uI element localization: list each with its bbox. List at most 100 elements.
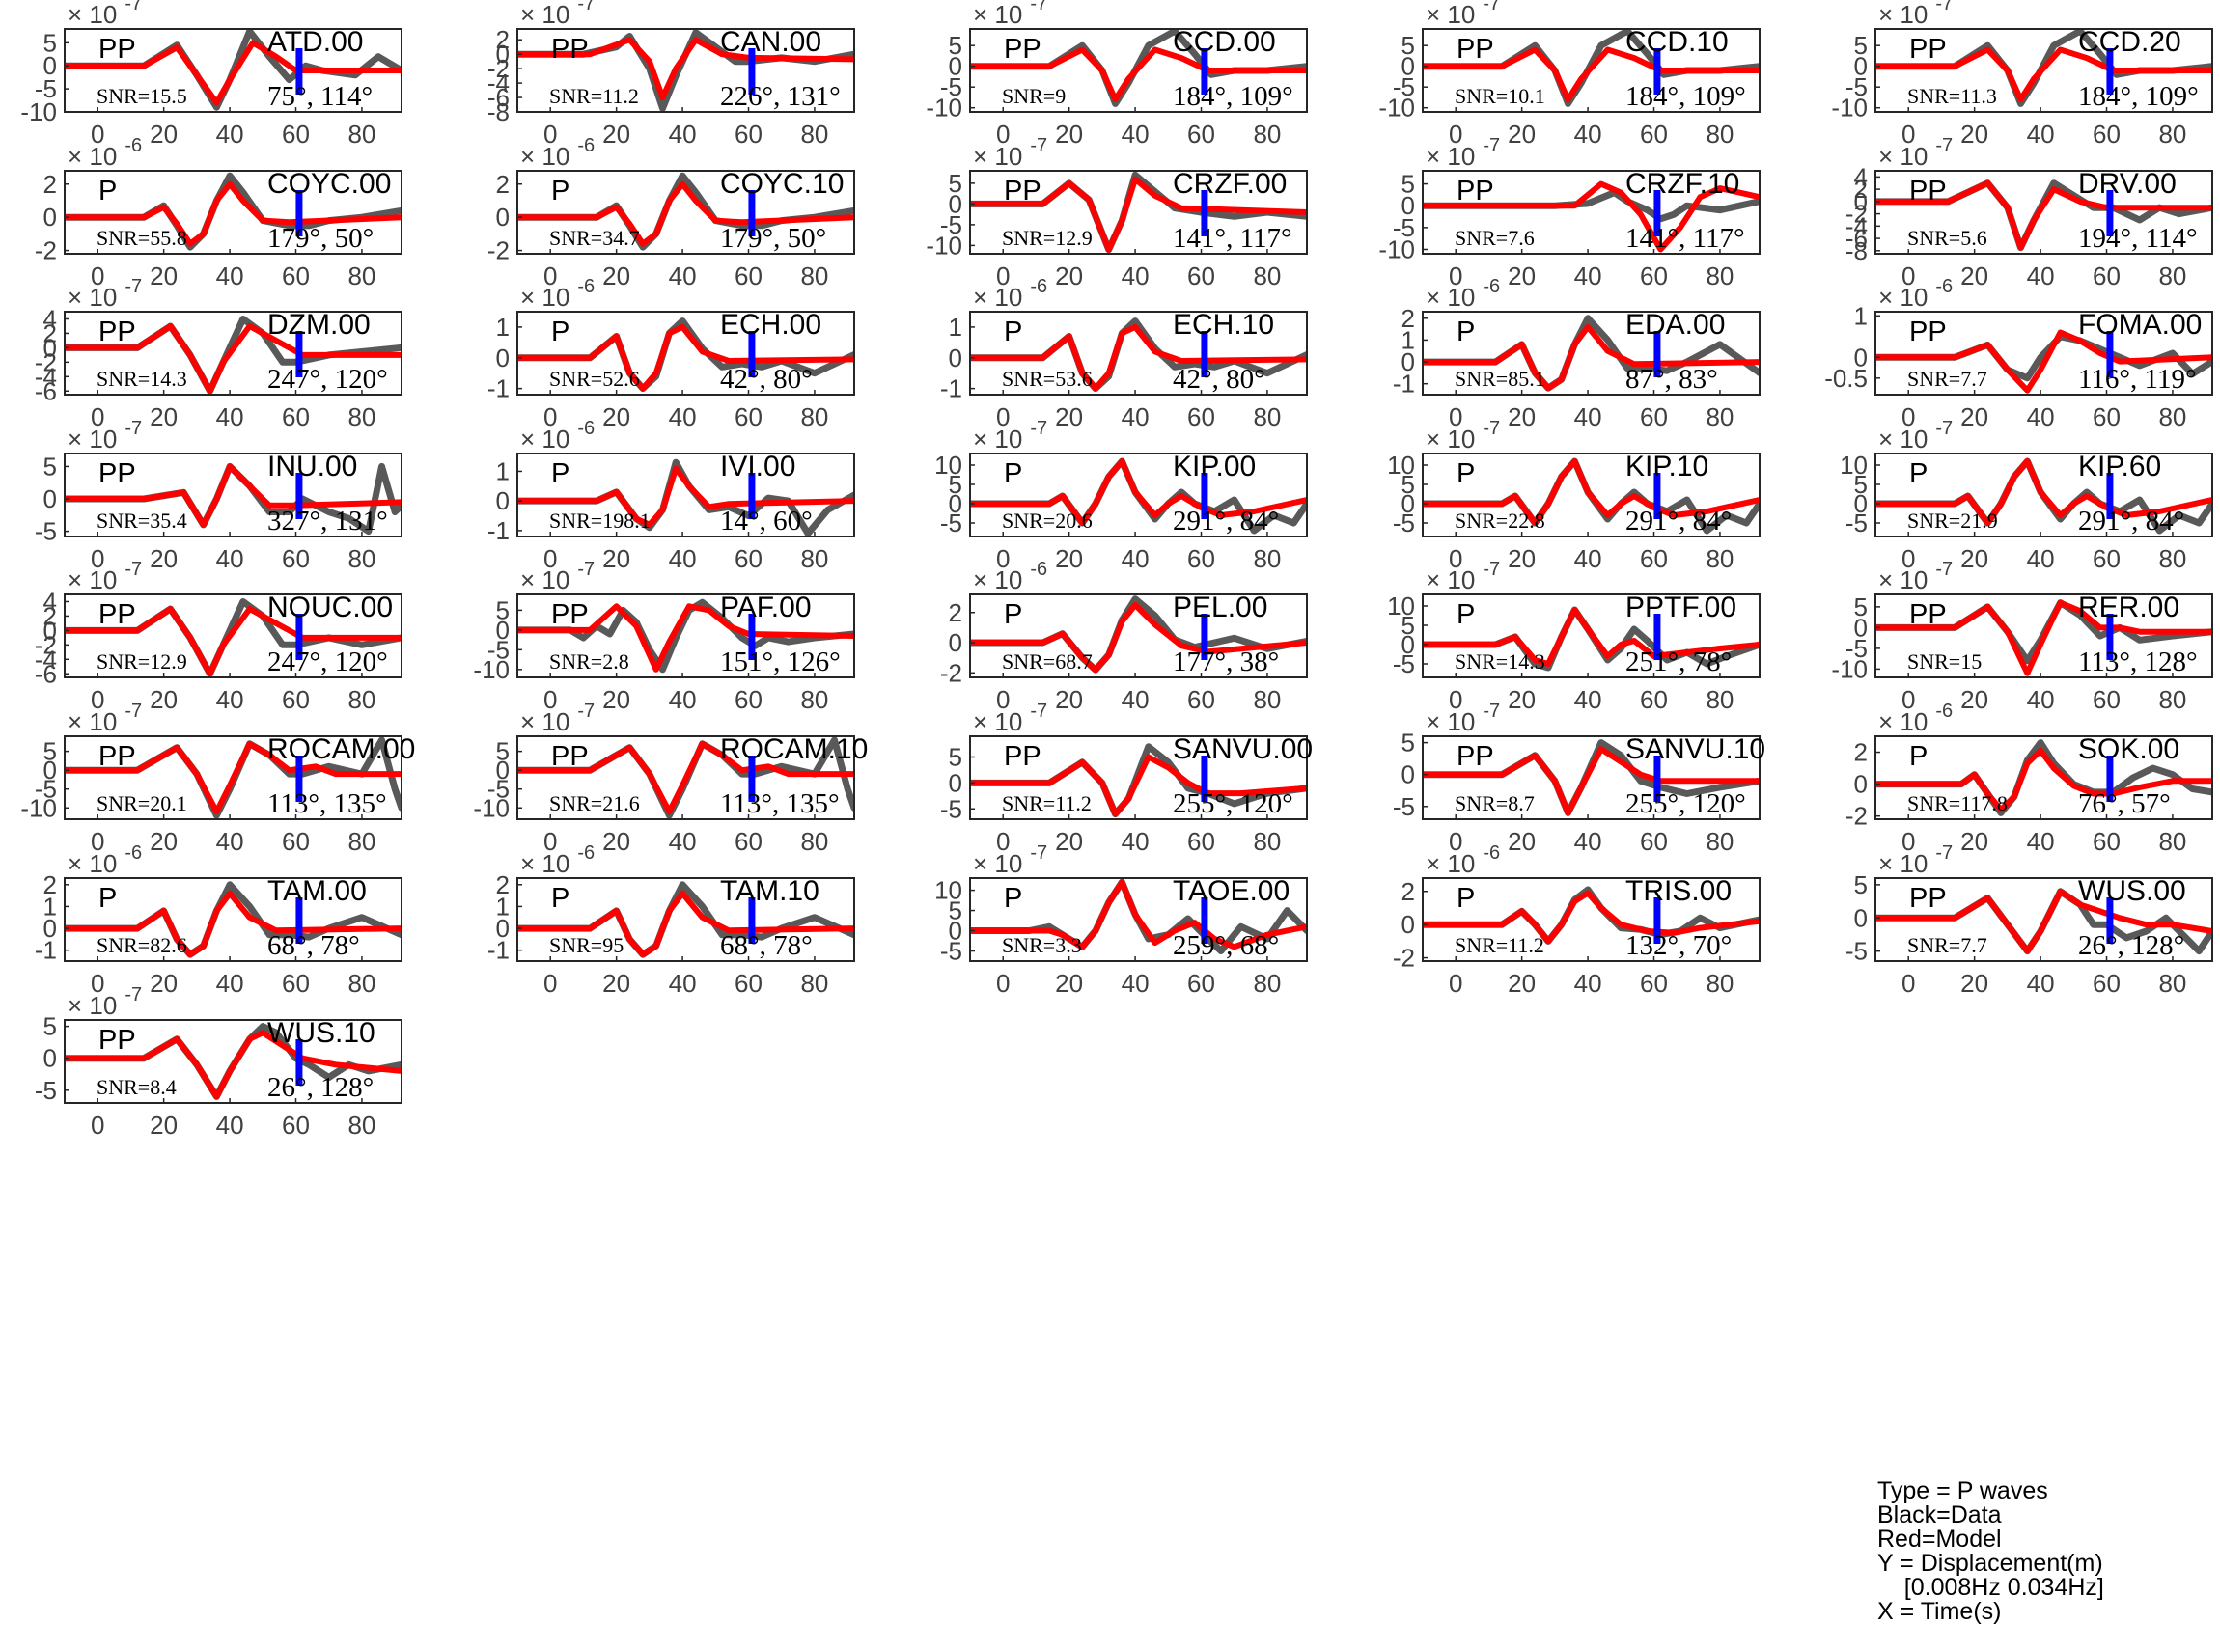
y-tick-label: 0	[1854, 903, 1868, 932]
exponent-base: × 10	[973, 565, 1022, 594]
x-tick-label: 80	[800, 827, 828, 856]
model-trace-line	[1423, 46, 1760, 103]
angles-label: 113°, 135°	[720, 788, 840, 819]
y-tick-label: -5	[940, 210, 962, 239]
x-tick-label: 40	[669, 685, 697, 714]
y-tick-label: -2	[487, 54, 510, 83]
phase-label: PP	[1457, 34, 1494, 65]
exponent-power: -7	[1030, 135, 1047, 156]
angles-label: 26°, 128°	[2078, 930, 2184, 961]
trace-group	[1875, 179, 2212, 252]
exponent-power: -7	[1483, 701, 1500, 722]
x-tick-label: 60	[735, 827, 763, 856]
x-tick-label: 80	[1706, 262, 1734, 290]
x-tick-label: 20	[602, 969, 630, 998]
x-tick-label: 60	[1640, 262, 1668, 290]
exponent-label: × 10 -7	[1426, 135, 1500, 171]
station-label: FOMA.00	[2078, 309, 2202, 341]
angles-label: 291°, 84°	[1173, 506, 1279, 537]
x-tick-label: 0	[91, 685, 104, 714]
snr-label: SNR=7.6	[1455, 226, 1535, 250]
angles-label: 42°, 80°	[1173, 364, 1265, 395]
y-tick-label: -4	[35, 645, 57, 674]
model-trace-line	[517, 740, 854, 815]
x-tick-label: 40	[669, 402, 697, 431]
x-tick-label: 60	[2093, 685, 2121, 714]
model-trace-line	[65, 606, 402, 677]
x-tick-label: 60	[735, 120, 763, 149]
x-tick-label: 20	[1960, 827, 1988, 856]
x-tick-label: 60	[1187, 544, 1215, 573]
exponent-power: -7	[125, 418, 142, 439]
angles-label: 76°, 57°	[2078, 788, 2171, 819]
y-tick-label: 5	[949, 169, 962, 198]
y-tick-label: 0	[496, 203, 510, 232]
x-tick-label: 60	[1640, 544, 1668, 573]
y-tick-label: -5	[940, 72, 962, 101]
trace-group	[1423, 180, 1760, 253]
x-tick-label: 0	[1901, 544, 1915, 573]
trace-group	[517, 736, 854, 819]
x-tick-label: 60	[1640, 827, 1668, 856]
y-tick-label: 0	[1401, 910, 1415, 939]
exponent-base: × 10	[1878, 425, 1928, 454]
trace-group	[970, 743, 1307, 818]
x-tick-label: 40	[2027, 827, 2055, 856]
exponent-label: × 10 -7	[520, 559, 595, 594]
y-tick-label: -2	[35, 236, 57, 265]
waveform-panel: 50-5-100 20 40 60 80× 10 -7PP ROCAM.10SNR=21.6…	[473, 701, 868, 856]
x-tick-label: 20	[1508, 544, 1536, 573]
angles-label: 75°, 114°	[267, 81, 373, 112]
snr-label: SNR=117.8	[1907, 791, 2008, 815]
x-tick-label: 60	[2093, 120, 2121, 149]
x-tick-label: 40	[1122, 827, 1150, 856]
x-tick-label: 60	[1187, 262, 1215, 290]
trace-group	[65, 29, 402, 111]
exponent-power: -6	[125, 842, 142, 864]
phase-label: P	[1457, 599, 1475, 630]
y-tick-label: -10	[20, 97, 57, 126]
exponent-label: × 10 -6	[68, 135, 142, 171]
x-tick-label: 60	[1187, 402, 1215, 431]
y-tick-label: 5	[496, 595, 510, 624]
phase-label: PP	[1909, 599, 1947, 630]
snr-label: SNR=11.2	[549, 84, 639, 108]
station-label: SOK.00	[2078, 733, 2179, 765]
model-trace-line	[1423, 323, 1760, 392]
x-tick-label: 80	[347, 1111, 375, 1140]
x-tick-label: 60	[2093, 827, 2121, 856]
y-tick-label: 0	[496, 756, 510, 785]
model-trace-line	[970, 458, 1307, 526]
trace-group	[1423, 739, 1760, 816]
y-tick-label: 5	[496, 737, 510, 766]
panel-frame	[516, 877, 855, 962]
x-tick-label: 60	[2093, 544, 2121, 573]
y-tick-label: 0	[43, 51, 57, 80]
exponent-power: -6	[1935, 701, 1953, 722]
snr-label: SNR=5.6	[1907, 226, 1987, 250]
x-tick-label: 20	[602, 120, 630, 149]
panel-frame	[969, 593, 1308, 678]
trace-group	[1875, 29, 2212, 107]
y-tick-label: 0	[949, 189, 962, 218]
exponent-base: × 10	[520, 142, 569, 171]
exponent-power: -7	[125, 559, 142, 580]
x-tick-label: 40	[1574, 969, 1602, 998]
y-tick-label: 10	[1387, 451, 1415, 480]
exponent-label: × 10 -7	[1878, 418, 1953, 454]
x-tick-label: 80	[800, 262, 828, 290]
x-tick-label: 60	[735, 262, 763, 290]
station-label: CAN.00	[720, 26, 821, 58]
exponent-base: × 10	[1878, 0, 1928, 29]
x-tick-label: 80	[347, 685, 375, 714]
x-tick-label: 0	[1901, 402, 1915, 431]
y-tick-label: 5	[949, 470, 962, 499]
snr-label: SNR=21.9	[1907, 509, 1998, 533]
station-label: KIP.00	[1173, 451, 1256, 482]
station-label: ROCAM.00	[267, 733, 415, 765]
